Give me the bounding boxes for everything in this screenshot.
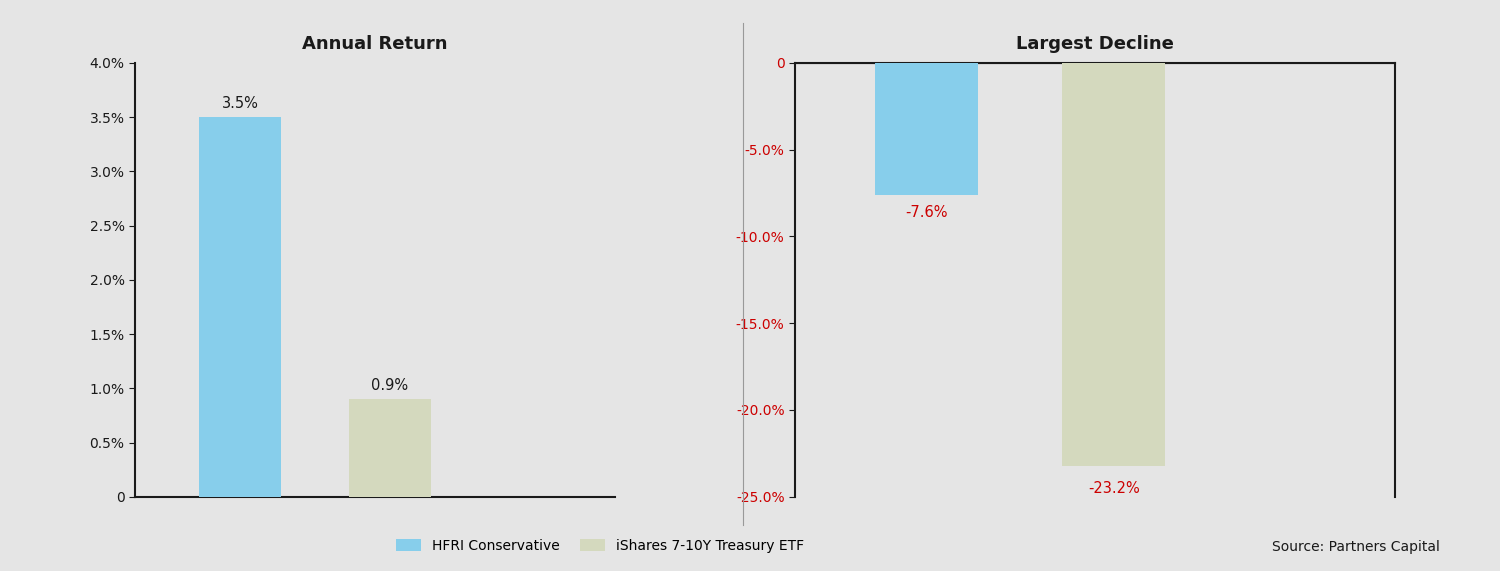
Text: Source: Partners Capital: Source: Partners Capital	[1272, 540, 1440, 554]
Bar	[348, 399, 432, 497]
Bar	[1062, 63, 1166, 465]
Text: -23.2%: -23.2%	[1088, 481, 1140, 496]
Bar	[198, 117, 282, 497]
Bar	[874, 63, 978, 195]
Text: 3.5%: 3.5%	[222, 95, 258, 111]
Title: Largest Decline: Largest Decline	[1016, 35, 1174, 53]
Title: Annual Return: Annual Return	[302, 35, 447, 53]
Text: 0.9%: 0.9%	[372, 377, 408, 393]
Legend: HFRI Conservative, iShares 7-10Y Treasury ETF: HFRI Conservative, iShares 7-10Y Treasur…	[390, 533, 810, 558]
Text: -7.6%: -7.6%	[904, 205, 948, 220]
